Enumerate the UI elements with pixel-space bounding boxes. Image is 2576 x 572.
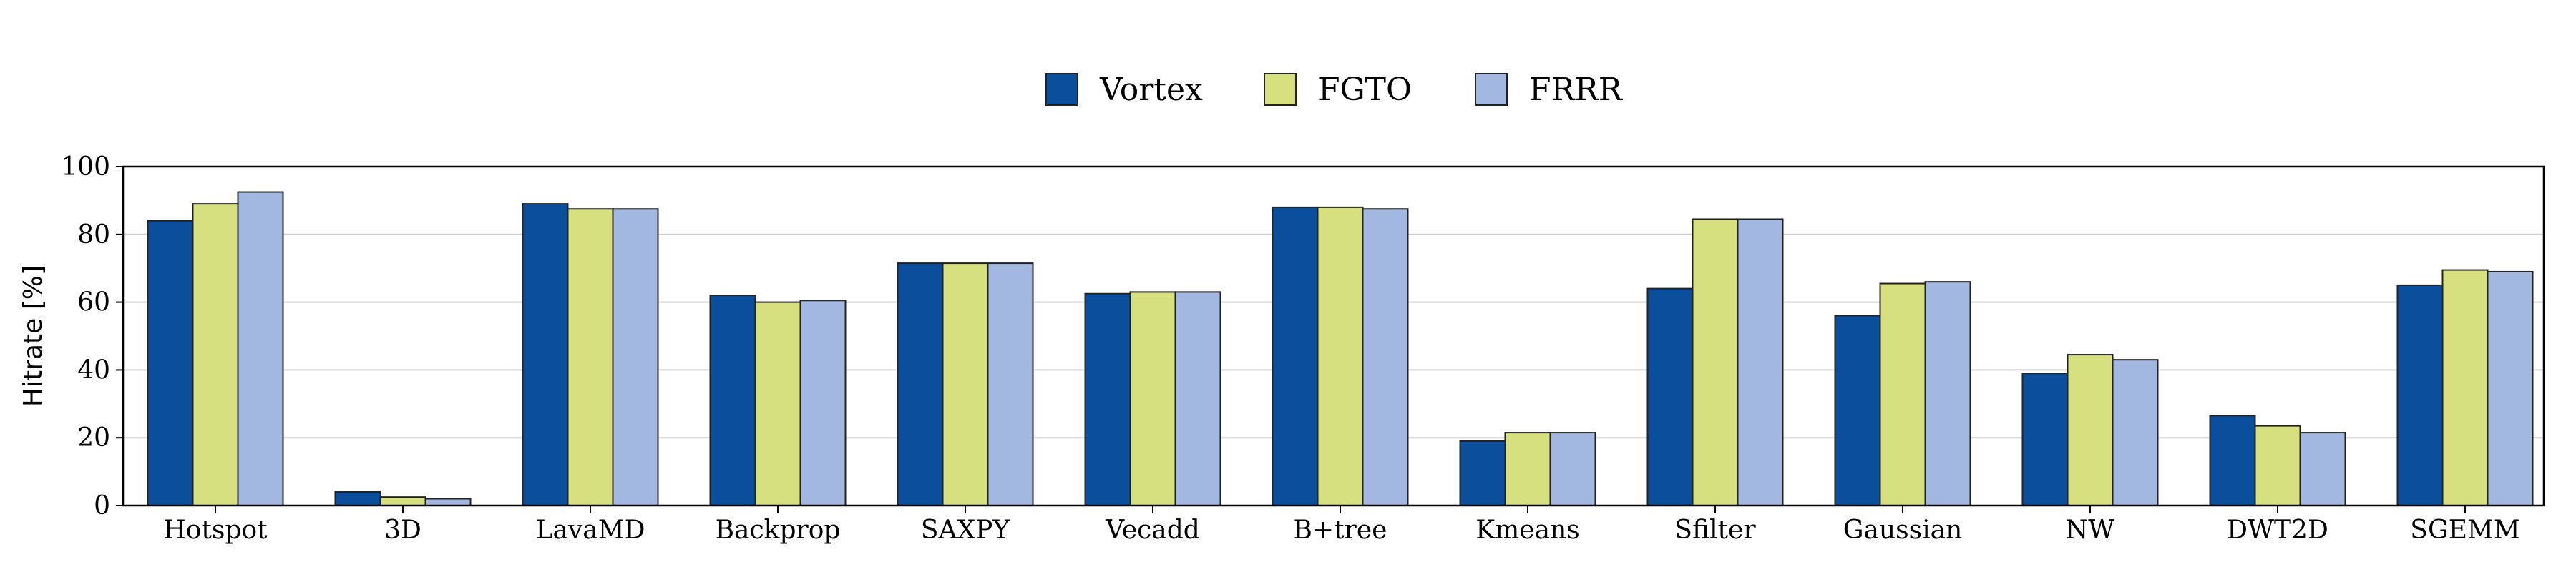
- bar-fgto-gaussian: [1879, 282, 1926, 506]
- bar-fgto-kmeans: [1504, 432, 1551, 507]
- plot-frame: [122, 165, 2545, 507]
- bar-vortex-sgemm: [2396, 284, 2444, 506]
- bar-frrr-sfilter: [1737, 218, 1784, 506]
- bar-fgto-hotspot: [192, 203, 239, 506]
- bar-fgto-saxpy: [942, 262, 989, 506]
- x-tick-label: SAXPY: [921, 516, 1011, 545]
- bars: [147, 191, 2534, 507]
- bar-frrr-kmeans: [1549, 432, 1596, 507]
- bar-frrr-nw: [2112, 359, 2159, 506]
- bar-fgto-vecadd: [1129, 291, 1176, 506]
- legend-label: FGTO: [1318, 72, 1412, 108]
- bar-frrr-dwt2d: [2299, 432, 2346, 507]
- y-tick-label: 40: [77, 355, 110, 385]
- bar-fgto-dwt2d: [2254, 425, 2301, 506]
- x-tick-label: NW: [2066, 516, 2115, 545]
- bar-fgto-sgemm: [2441, 269, 2489, 506]
- bar-frrr-sgemm: [2487, 270, 2534, 506]
- bar-fgto-backprop: [754, 301, 801, 506]
- bar-fgto-lavamd: [567, 208, 614, 506]
- bar-vortex-kmeans: [1459, 440, 1506, 506]
- y-axis-label: Hitrate [%]: [19, 265, 48, 407]
- bar-frrr-btree: [1362, 208, 1409, 506]
- legend: Vortex FGTO FRRR: [1045, 72, 1624, 108]
- y-tick-label: 80: [77, 220, 110, 250]
- y-tick-label: 60: [77, 288, 110, 317]
- bar-vortex-btree: [1272, 206, 1319, 506]
- bar-frrr-saxpy: [987, 262, 1034, 506]
- bar-vortex-nw: [2021, 373, 2069, 507]
- bar-fgto-3d: [379, 496, 426, 507]
- bar-fgto-btree: [1317, 206, 1364, 506]
- legend-label: Vortex: [1099, 72, 1203, 108]
- legend-swatch: [1264, 73, 1297, 106]
- bar-frrr-3d: [424, 498, 472, 507]
- bar-frrr-hotspot: [237, 191, 284, 506]
- y-axis: 0 20 40 60 80 100: [61, 152, 123, 521]
- y-tick-label: 20: [77, 423, 110, 453]
- x-tick-label: 3D: [384, 516, 421, 545]
- bar-fgto-nw: [2067, 354, 2114, 506]
- bar-frrr-gaussian: [1924, 281, 1971, 506]
- bar-vortex-backprop: [709, 295, 756, 506]
- x-tick-label: B+tree: [1294, 516, 1387, 545]
- x-tick-label: Gaussian: [1843, 516, 1963, 545]
- bar-vortex-dwt2d: [2209, 415, 2256, 507]
- x-tick-label: Sfilter: [1674, 516, 1756, 545]
- bar-vortex-vecadd: [1084, 292, 1131, 506]
- legend-swatch: [1475, 73, 1508, 106]
- x-tick-label: Backprop: [716, 516, 841, 545]
- bar-vortex-lavamd: [522, 203, 569, 506]
- x-tick-label: Vecadd: [1105, 516, 1200, 545]
- y-tick-label: 0: [94, 491, 110, 521]
- bar-vortex-sfilter: [1646, 287, 1694, 506]
- x-tick-label: SGEMM: [2410, 516, 2519, 545]
- x-tick-label: LavaMD: [536, 516, 645, 545]
- legend-label: FRRR: [1529, 72, 1624, 108]
- x-tick-label: Hotspot: [163, 516, 268, 545]
- bar-vortex-saxpy: [897, 262, 944, 506]
- bar-vortex-hotspot: [147, 220, 194, 506]
- legend-swatch: [1045, 73, 1078, 106]
- bar-fgto-sfilter: [1692, 218, 1739, 506]
- bar-frrr-vecadd: [1174, 291, 1221, 506]
- x-tick-label: Kmeans: [1475, 516, 1579, 545]
- bar-frrr-lavamd: [612, 208, 659, 506]
- y-tick-label: 100: [61, 152, 110, 182]
- x-axis: Hotspot 3D LavaMD Backprop SAXPY Vecadd B+tree…: [163, 506, 2520, 545]
- bar-vortex-3d: [334, 491, 381, 506]
- bar-vortex-gaussian: [1834, 315, 1881, 506]
- bar-frrr-backprop: [799, 300, 847, 506]
- x-tick-label: DWT2D: [2227, 516, 2328, 545]
